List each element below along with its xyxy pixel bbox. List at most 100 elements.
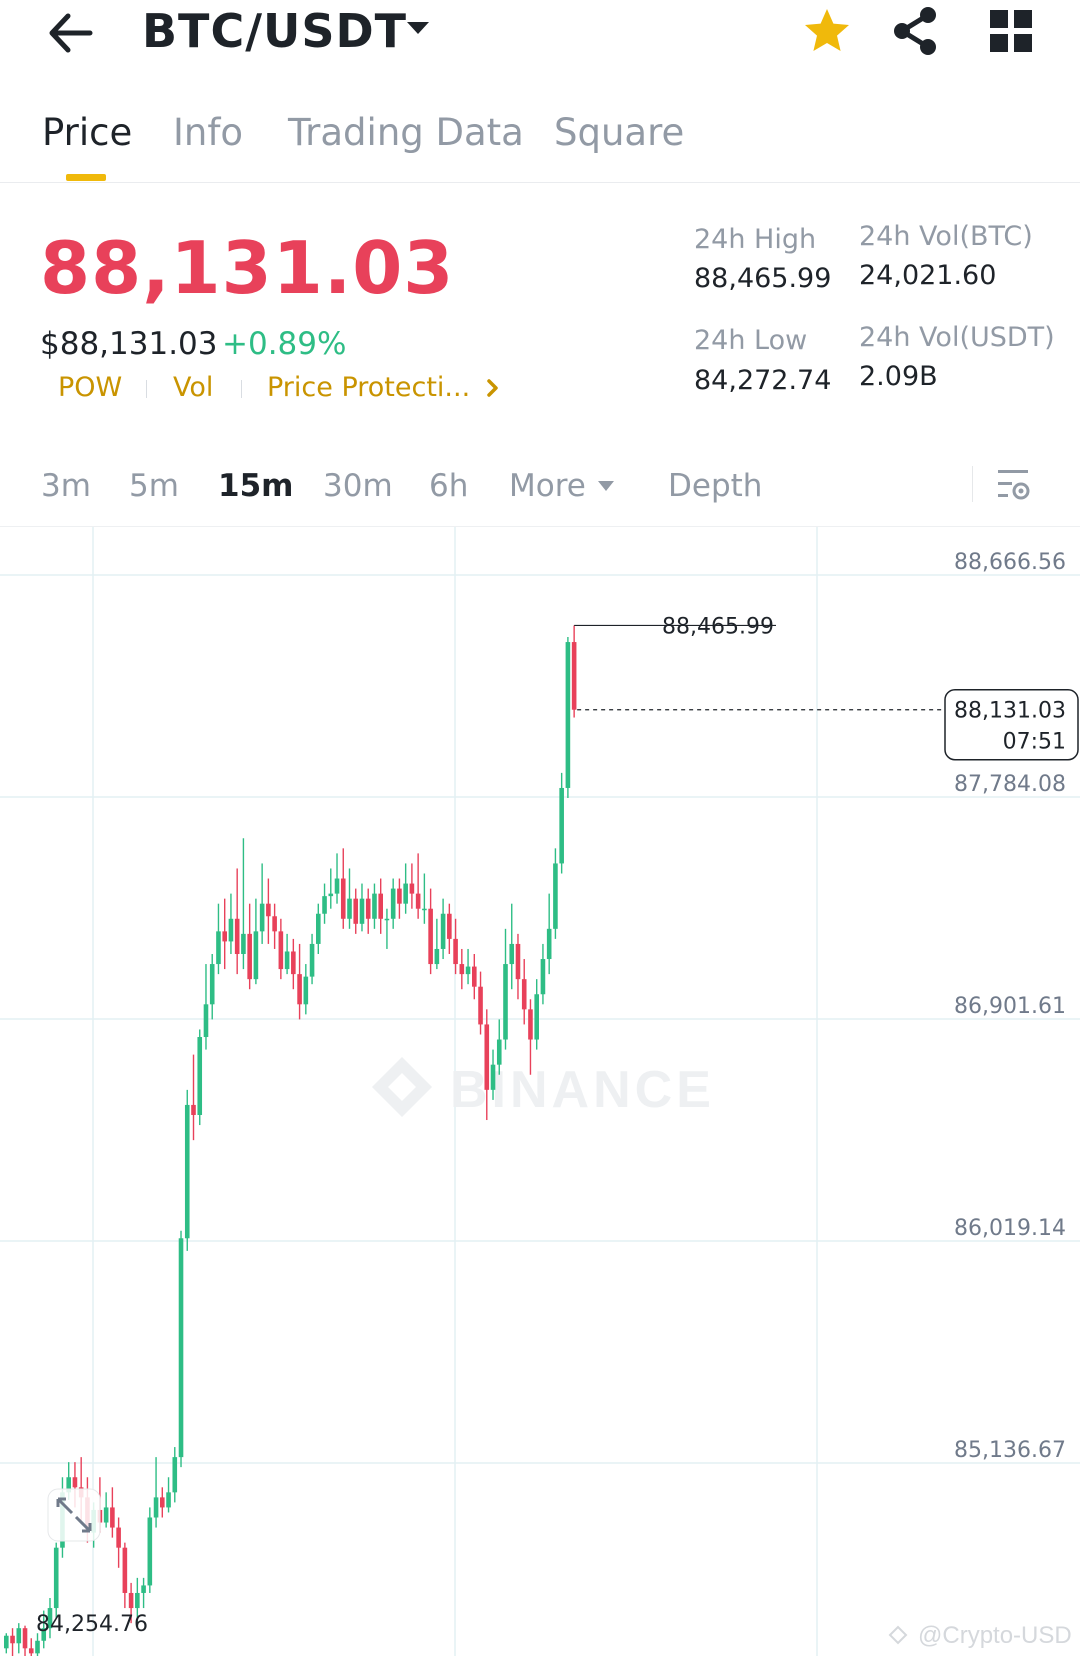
candle-body (409, 883, 415, 894)
binance-logo-icon (372, 1057, 432, 1117)
stat-vol-usdt-value: 2.09B (859, 361, 938, 392)
candle-body (135, 1592, 140, 1609)
caret-down-icon[interactable] (596, 478, 616, 494)
candle-body (178, 1238, 184, 1458)
current-price-label: 88,131.03 (954, 699, 1066, 724)
candle-body (297, 974, 302, 1005)
candle-body (465, 966, 471, 975)
candle-body (422, 908, 427, 911)
interval-15m[interactable]: 15m (218, 468, 294, 504)
candle-body (160, 1497, 165, 1508)
stat-vol-usdt-label: 24h Vol(USDT) (859, 322, 1055, 353)
countdown-label: 07:51 (1003, 730, 1066, 755)
candle-body (546, 928, 552, 960)
y-tick-label: 88,666.56 (954, 550, 1066, 575)
stat-vol-btc-label: 24h Vol(BTC) (859, 221, 1033, 252)
candle-body (472, 966, 477, 987)
stat-low-value: 84,272.74 (694, 365, 832, 396)
candle-body (234, 918, 240, 954)
tab-trading-data[interactable]: Trading Data (288, 111, 524, 154)
pair-title[interactable]: BTC/USDT (142, 4, 408, 58)
stat-low-label: 24h Low (694, 325, 808, 356)
stat-high-value: 88,465.99 (694, 263, 832, 294)
binance-watermark: BINANCE (372, 1057, 715, 1119)
interval-depth[interactable]: Depth (668, 468, 763, 504)
chevron-right-icon[interactable] (484, 374, 502, 402)
candle-body (521, 979, 527, 1010)
candle-body (253, 931, 259, 980)
candle-body (197, 1037, 203, 1115)
candle-body (278, 931, 284, 970)
candle-body (153, 1497, 159, 1518)
candle-body (553, 863, 558, 929)
tag-price-protection[interactable]: Price Protecti... (267, 372, 471, 403)
candle-body (428, 908, 433, 965)
peak-label: 88,465.99 (662, 614, 774, 639)
candle-body (10, 1635, 15, 1644)
app-header: BTC/USDT (0, 0, 1080, 70)
candle-body (459, 964, 465, 975)
candle-body (515, 943, 521, 980)
caret-down-icon[interactable] (404, 14, 432, 42)
candle-body (16, 1628, 22, 1644)
candle-body (328, 893, 334, 897)
candle-body (440, 913, 446, 949)
candle-body (565, 642, 571, 788)
candle-body (334, 878, 340, 894)
credit-text: @Crypto-USD (918, 1622, 1072, 1649)
chart-top-border (0, 526, 1080, 527)
grid-icon[interactable] (988, 8, 1034, 54)
tag-separator (241, 380, 242, 398)
candle-body (259, 903, 265, 932)
candle-body (103, 1507, 109, 1523)
candlestick-chart[interactable]: BINANCE 88,465.99 88,131.03 07:51 84,254.76… (0, 527, 1080, 1656)
candle-body (340, 878, 346, 919)
candle-body (372, 893, 377, 919)
credit-watermark: @Crypto-USD (888, 1622, 1072, 1649)
candle-body (453, 938, 458, 965)
interval-30m[interactable]: 30m (323, 468, 393, 504)
candle-body (28, 1648, 34, 1654)
watermark-text: BINANCE (450, 1061, 715, 1119)
candle-body (447, 913, 452, 939)
candle-body (434, 948, 440, 965)
candle-body (141, 1585, 146, 1593)
interval-divider (972, 466, 973, 502)
tab-divider (0, 182, 1080, 183)
interval-6h[interactable]: 6h (429, 468, 469, 504)
interval-5m[interactable]: 5m (129, 468, 179, 504)
arrow-left-icon[interactable] (40, 6, 100, 60)
candle-body (559, 787, 564, 864)
chart-settings-icon[interactable] (996, 466, 1032, 506)
fullscreen-button[interactable] (47, 1488, 101, 1542)
candle-body (203, 1004, 209, 1038)
share-icon[interactable] (890, 4, 940, 58)
candle-body (415, 893, 421, 909)
candle-body (309, 943, 315, 977)
binance-small-icon (888, 1625, 908, 1645)
star-icon[interactable] (800, 4, 854, 58)
candle-body (322, 896, 327, 914)
active-tab-indicator (66, 174, 106, 181)
tag-vol[interactable]: Vol (173, 372, 214, 403)
candle-body (209, 964, 215, 1005)
candle-body (35, 1640, 40, 1654)
candle-body (403, 883, 408, 904)
y-tick-label: 86,901.61 (954, 994, 1066, 1019)
candle-body (41, 1628, 47, 1641)
candle-body (390, 888, 396, 919)
tab-square[interactable]: Square (554, 111, 685, 154)
candle-body (122, 1547, 128, 1593)
candle-body (4, 1635, 9, 1649)
tab-info[interactable]: Info (173, 111, 244, 154)
interval-3m[interactable]: 3m (41, 468, 91, 504)
candle-body (110, 1507, 115, 1528)
interval-more[interactable]: More (509, 468, 586, 504)
candle-body (72, 1477, 78, 1488)
candle-body (222, 931, 227, 942)
tag-pow[interactable]: POW (58, 372, 123, 403)
tab-price[interactable]: Price (42, 111, 133, 154)
candle-body (359, 898, 365, 924)
candle-body (571, 642, 577, 710)
candle-body (378, 893, 383, 919)
